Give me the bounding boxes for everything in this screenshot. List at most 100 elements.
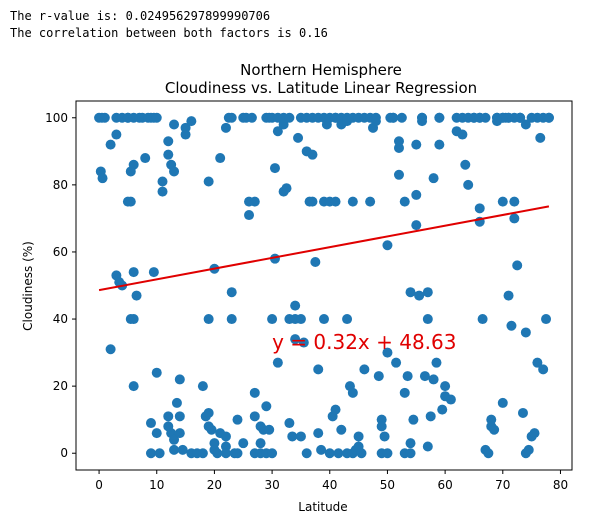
- data-point: [281, 183, 292, 194]
- x-tick-label: 60: [437, 478, 452, 492]
- data-point: [244, 210, 255, 221]
- data-point: [220, 431, 231, 442]
- data-point: [431, 357, 442, 368]
- data-point: [111, 129, 122, 140]
- data-point: [105, 344, 116, 355]
- data-point: [249, 196, 260, 207]
- data-point: [163, 411, 174, 422]
- plot-frame: [75, 100, 573, 471]
- data-point: [414, 290, 425, 301]
- x-tick-label: 20: [207, 478, 222, 492]
- data-point: [97, 173, 108, 184]
- data-point: [517, 407, 528, 418]
- y-tick-label: 80: [53, 178, 68, 192]
- data-point: [463, 179, 474, 190]
- data-point: [163, 149, 174, 160]
- data-point: [186, 116, 197, 127]
- ticks-layer: 0 10 20 30 40 50 60 70 80 0 20 40 60 80 100: [45, 111, 568, 492]
- data-point: [226, 287, 237, 298]
- data-point: [261, 401, 272, 412]
- data-point: [99, 112, 110, 123]
- data-point: [445, 394, 456, 405]
- data-point: [330, 404, 341, 415]
- data-point: [203, 176, 214, 187]
- data-point: [316, 444, 327, 455]
- y-tick-label: 40: [53, 312, 68, 326]
- data-point: [347, 387, 358, 398]
- data-point: [370, 116, 381, 127]
- data-point: [359, 364, 370, 375]
- data-point: [212, 448, 223, 459]
- data-point: [434, 112, 445, 123]
- data-point: [532, 357, 543, 368]
- data-point: [529, 428, 540, 439]
- data-point: [151, 112, 162, 123]
- data-point: [393, 169, 404, 180]
- cell-output: The r-value is: 0.024956297899990706 The…: [10, 8, 328, 42]
- data-point: [197, 381, 208, 392]
- data-point: [313, 428, 324, 439]
- data-point: [342, 314, 353, 325]
- data-point: [417, 116, 428, 127]
- data-point: [140, 153, 151, 164]
- y-tick-label: 20: [53, 379, 68, 393]
- data-point: [319, 314, 329, 325]
- data-point: [148, 267, 159, 278]
- data-point: [509, 196, 520, 207]
- data-point: [512, 260, 523, 271]
- data-point: [169, 444, 180, 455]
- data-point: [391, 357, 402, 368]
- data-point: [267, 448, 278, 459]
- x-tick-label: 40: [322, 478, 337, 492]
- data-point: [379, 431, 390, 442]
- y-tick-label: 60: [53, 245, 68, 259]
- data-point: [232, 448, 243, 459]
- data-point: [503, 290, 514, 301]
- data-point: [220, 122, 231, 133]
- data-point: [405, 448, 416, 459]
- data-point: [492, 116, 503, 127]
- data-point: [249, 387, 260, 398]
- x-tick-label: 50: [380, 478, 395, 492]
- data-point: [169, 119, 180, 130]
- data-point: [163, 136, 174, 147]
- data-point: [520, 119, 531, 130]
- data-point: [293, 132, 304, 143]
- data-point: [220, 448, 231, 459]
- data-point: [197, 448, 208, 459]
- data-point: [480, 112, 491, 123]
- data-point: [206, 424, 217, 435]
- data-point: [128, 381, 139, 392]
- data-point: [177, 444, 188, 455]
- data-point: [249, 411, 260, 422]
- data-point: [226, 112, 237, 123]
- data-point: [411, 220, 422, 231]
- data-point: [523, 444, 534, 455]
- data-point: [382, 448, 393, 459]
- data-point: [382, 347, 393, 358]
- data-point: [125, 166, 136, 177]
- data-point: [324, 448, 335, 459]
- data-point: [422, 314, 433, 325]
- data-point: [267, 314, 278, 325]
- data-point: [373, 371, 384, 382]
- data-point: [215, 153, 226, 164]
- data-point: [238, 438, 249, 449]
- y-tick-label: 0: [60, 446, 68, 460]
- data-point: [272, 126, 283, 137]
- data-point: [295, 314, 306, 325]
- data-point: [405, 438, 416, 449]
- data-point: [157, 186, 168, 197]
- data-point: [399, 196, 410, 207]
- data-point: [535, 132, 546, 143]
- data-point: [157, 176, 168, 187]
- data-point: [151, 428, 162, 439]
- data-point: [382, 240, 393, 251]
- data-point: [180, 122, 191, 133]
- data-point: [169, 166, 180, 177]
- data-point: [284, 418, 295, 429]
- x-tick-label: 70: [495, 478, 510, 492]
- data-point: [402, 371, 413, 382]
- x-axis-label: Latitude: [298, 500, 347, 514]
- data-point: [307, 196, 318, 207]
